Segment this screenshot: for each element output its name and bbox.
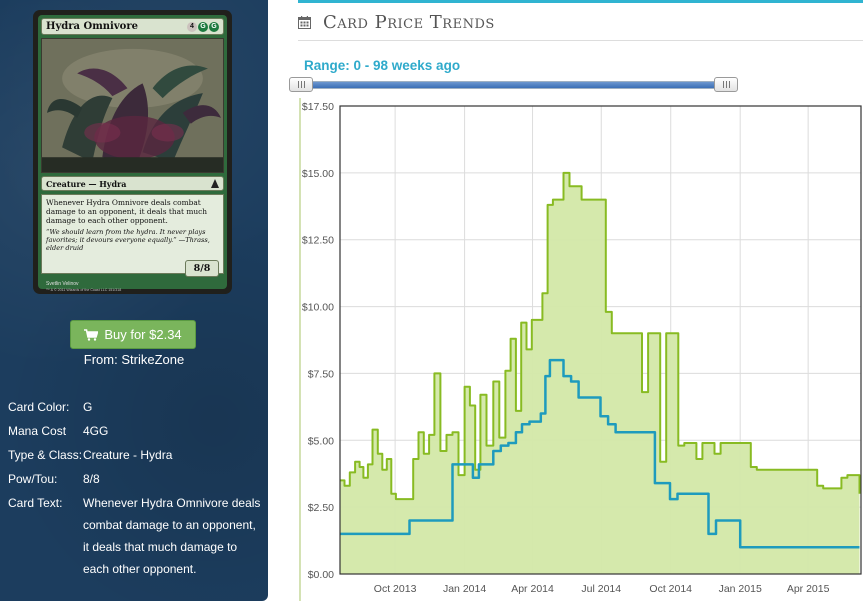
x-tick-label: Jan 2014 <box>443 583 486 595</box>
y-tick-label: $12.50 <box>302 235 334 247</box>
detail-row-pow-tou: Pow/Tou: 8/8 <box>8 467 263 491</box>
calendar-icon <box>298 15 311 29</box>
header-divider <box>298 40 863 41</box>
plot-border <box>339 105 862 575</box>
card-rules-text: Whenever Hydra Omnivore deals combat dam… <box>46 198 208 225</box>
price-trend-chart: $0.00 $2.50 $5.00 $7.50 $10.00 $12.50 $15.00 $1… <box>296 98 863 601</box>
card-flavor-text: “We should learn from the hydra. It neve… <box>46 228 210 252</box>
mana-generic-icon: 4 <box>187 21 197 32</box>
card-image[interactable]: Hydra Omnivore 4 G G <box>33 10 232 294</box>
card-title-bar: Hydra Omnivore 4 G G <box>41 18 224 35</box>
y-tick-label: $5.00 <box>308 435 334 447</box>
y-tick-label: $2.50 <box>308 502 334 514</box>
range-slider-handle-start[interactable] <box>289 77 313 92</box>
y-tick-label: $0.00 <box>308 569 334 581</box>
card-frame: Hydra Omnivore 4 G G <box>38 15 227 292</box>
detail-value: Creature - Hydra <box>83 448 173 462</box>
card-type-line: Creature — Hydra <box>46 178 127 189</box>
detail-label: Card Text: <box>8 496 63 510</box>
vendor-source: From: StrikeZone <box>83 352 185 367</box>
range-slider-selection <box>301 82 737 88</box>
range-label: Range: 0 - 98 weeks ago <box>304 58 461 73</box>
detail-label: Type & Class: <box>8 448 83 462</box>
detail-label: Mana Cost <box>8 424 67 438</box>
x-tick-label: Jan 2015 <box>719 583 762 595</box>
detail-value: 4GG <box>83 424 109 438</box>
series-area-line <box>340 171 861 501</box>
card-power-toughness: 8/8 <box>185 260 219 277</box>
card-artist: Svetlin Velinov <box>46 281 79 287</box>
section-title: Card Price Trends <box>323 11 495 33</box>
detail-row-card-text: Card Text: Whenever Hydra Omnivore deals… <box>8 491 263 580</box>
card-sidebar: Hydra Omnivore 4 G G <box>0 0 268 601</box>
mana-green-icon: G <box>198 21 208 32</box>
detail-row-type: Type & Class: Creature - Hydra <box>8 443 263 467</box>
hydra-artwork-image <box>42 39 223 172</box>
y-tick-label: $10.00 <box>302 302 334 314</box>
y-tick-label: $7.50 <box>308 368 334 380</box>
x-tick-label: Oct 2013 <box>374 583 417 595</box>
x-tick-label: Oct 2014 <box>649 583 692 595</box>
detail-label: Pow/Tou: <box>8 472 58 486</box>
card-details: Card Color: G Mana Cost 4GG Type & Class… <box>8 395 263 580</box>
series-area-fill <box>340 172 860 574</box>
detail-row-mana-cost: Mana Cost 4GG <box>8 419 263 443</box>
y-tick-label: $15.00 <box>302 168 334 180</box>
card-copyright: ™ & © 2011 Wizards of the Coast LLC 151/… <box>46 288 122 292</box>
range-slider-handle-end[interactable] <box>714 77 738 92</box>
shopping-cart-icon <box>84 328 99 341</box>
card-artwork <box>41 38 224 173</box>
price-chart-svg: $0.00 $2.50 $5.00 $7.50 $10.00 $12.50 $15.00 $1… <box>299 98 862 601</box>
card-type-bar: Creature — Hydra <box>41 176 224 191</box>
mana-green-icon: G <box>209 21 219 32</box>
detail-value: G <box>83 400 93 414</box>
detail-value: Whenever Hydra Omnivore deals combat dam… <box>83 496 261 576</box>
x-tick-label: Jul 2014 <box>581 583 621 595</box>
buy-button[interactable]: Buy for $2.34 <box>70 320 196 349</box>
series-line <box>340 358 860 549</box>
detail-value: 8/8 <box>83 472 100 486</box>
accent-top-line <box>298 0 863 3</box>
section-header: Card Price Trends <box>298 8 495 36</box>
card-name: Hydra Omnivore <box>46 21 138 32</box>
range-slider-track[interactable] <box>300 81 738 89</box>
x-tick-label: Apr 2014 <box>511 583 554 595</box>
x-tick-label: Apr 2015 <box>787 583 830 595</box>
set-symbol-icon <box>211 179 219 188</box>
detail-row-color: Card Color: G <box>8 395 263 419</box>
mana-cost-symbols: 4 G G <box>187 21 219 32</box>
buy-button-label: Buy for $2.34 <box>104 327 182 342</box>
detail-label: Card Color: <box>8 400 70 414</box>
y-tick-label: $17.50 <box>302 101 334 113</box>
